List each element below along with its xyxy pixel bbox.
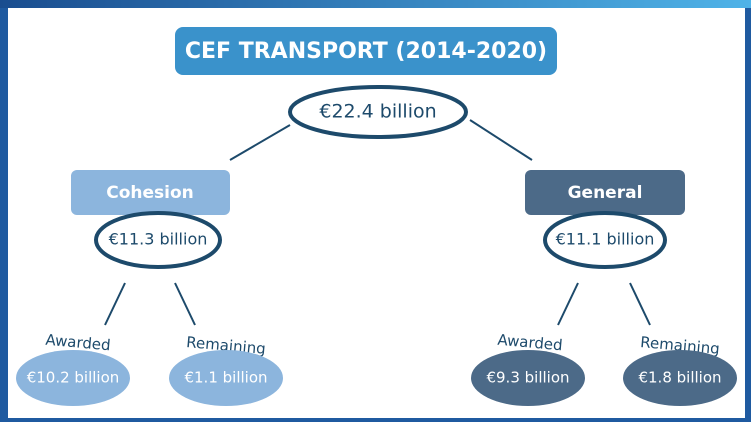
- connector: [104, 282, 126, 326]
- amount-ellipse: [543, 211, 667, 269]
- remaining-ellipse: [169, 350, 283, 406]
- total: €22.4 billion: [319, 101, 436, 123]
- top-bar: [0, 0, 751, 8]
- remaining-amount: €1.8 billion: [638, 369, 721, 387]
- branch-box: [71, 170, 230, 215]
- amount-ellipse: [94, 211, 222, 269]
- branch-amount: €11.1 billion: [556, 230, 655, 249]
- awarded-amount: €10.2 billion: [27, 369, 120, 387]
- awarded-amount: €9.3 billion: [486, 369, 569, 387]
- title: CEF TRANSPORT (2014-2020): [185, 39, 547, 64]
- connector: [469, 119, 533, 161]
- awarded-label: Awarded: [45, 331, 112, 355]
- awarded-ellipse: [16, 350, 130, 406]
- title-box: [175, 27, 557, 75]
- connector: [229, 124, 291, 161]
- branch-box: [525, 170, 685, 215]
- remaining-ellipse: [623, 350, 737, 406]
- awarded-label: Awarded: [497, 331, 564, 355]
- total-ellipse: [288, 85, 468, 139]
- connector: [174, 282, 196, 326]
- branch-amount: €11.3 billion: [109, 230, 208, 249]
- remaining-amount: €1.1 billion: [184, 369, 267, 387]
- branch-name: Cohesion: [106, 183, 194, 203]
- branch-name: General: [568, 183, 643, 203]
- awarded-ellipse: [471, 350, 585, 406]
- connector: [557, 282, 579, 326]
- connector: [629, 282, 651, 326]
